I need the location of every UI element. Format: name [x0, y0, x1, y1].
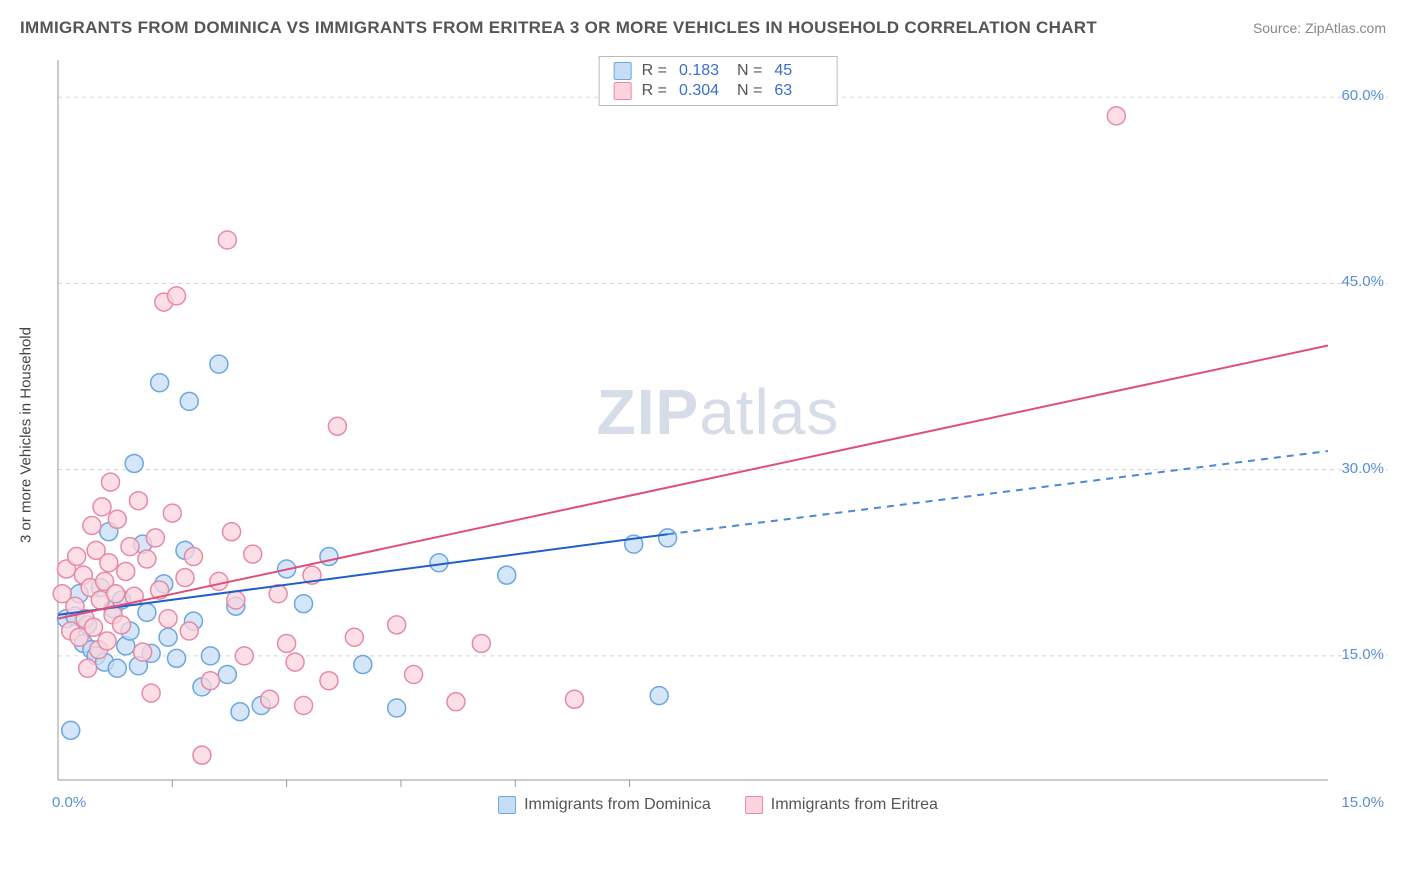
y-tick-label: 45.0% — [1341, 273, 1384, 290]
swatch-eritrea — [745, 796, 763, 814]
y-tick-label: 15.0% — [1341, 646, 1384, 663]
y-tick-label: 30.0% — [1341, 460, 1384, 477]
legend-item-dominica: Immigrants from Dominica — [498, 796, 711, 814]
chart-title: IMMIGRANTS FROM DOMINICA VS IMMIGRANTS F… — [20, 18, 1097, 38]
legend-item-eritrea: Immigrants from Eritrea — [745, 796, 938, 814]
swatch-dominica — [614, 62, 632, 80]
legend-row-eritrea: R = 0.304 N = 63 — [614, 81, 823, 101]
swatch-dominica — [498, 796, 516, 814]
legend-row-dominica: R = 0.183 N = 45 — [614, 61, 823, 81]
correlation-legend: R = 0.183 N = 45 R = 0.304 N = 63 — [599, 56, 838, 106]
series-legend: Immigrants from Dominica Immigrants from… — [498, 796, 938, 814]
source-label: Source: ZipAtlas.com — [1253, 20, 1386, 36]
x-tick-label: 0.0% — [52, 794, 86, 811]
y-axis-label: 3 or more Vehicles in Household — [18, 327, 35, 543]
y-tick-label: 60.0% — [1341, 87, 1384, 104]
chart-area: 3 or more Vehicles in Household ZIPatlas… — [48, 50, 1388, 820]
title-bar: IMMIGRANTS FROM DOMINICA VS IMMIGRANTS F… — [20, 18, 1386, 38]
swatch-eritrea — [614, 82, 632, 100]
x-tick-label: 15.0% — [1341, 794, 1384, 811]
scatter-plot — [48, 50, 1388, 820]
